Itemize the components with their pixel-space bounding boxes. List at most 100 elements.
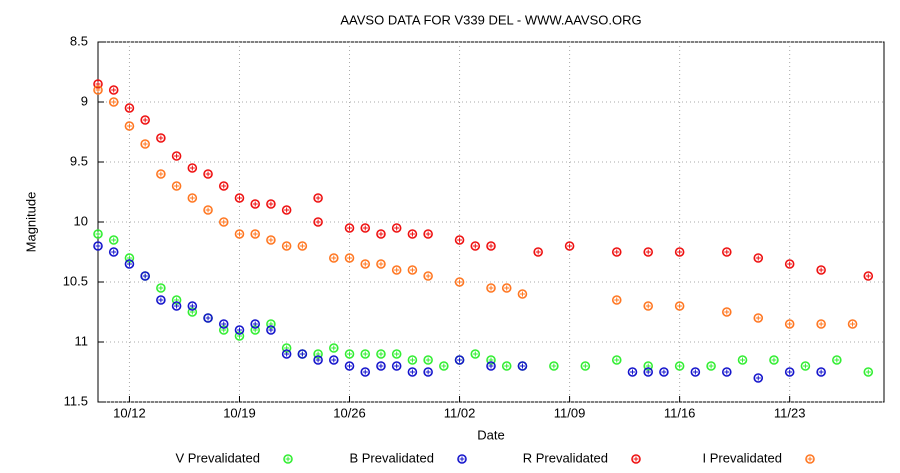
data-point <box>407 367 418 377</box>
data-point <box>297 241 308 251</box>
marker-ring <box>407 367 418 377</box>
marker-cross <box>457 279 463 285</box>
marker-ring <box>266 235 276 245</box>
marker-ring <box>470 241 481 251</box>
marker-ring <box>721 367 732 377</box>
marker-cross <box>724 309 730 315</box>
data-point <box>423 229 433 239</box>
y-tick-label: 9 <box>81 93 88 108</box>
marker-ring <box>501 361 512 371</box>
data-point <box>187 301 198 311</box>
marker-ring <box>423 229 433 239</box>
data-point <box>203 169 213 179</box>
marker-cross <box>315 219 321 225</box>
marker-ring <box>171 301 182 311</box>
marker-ring <box>439 361 449 371</box>
marker-ring <box>187 163 198 173</box>
marker-cross <box>708 363 714 369</box>
marker-ring <box>423 271 433 281</box>
marker-cross <box>126 123 132 129</box>
data-point <box>140 271 150 281</box>
marker-ring <box>706 361 716 371</box>
marker-cross <box>252 321 258 327</box>
marker-cross <box>236 327 242 333</box>
marker-ring <box>800 361 811 371</box>
marker-ring <box>171 181 182 191</box>
marker-cross <box>315 195 321 201</box>
marker-ring <box>486 283 496 293</box>
marker-ring <box>250 319 260 329</box>
marker-cross <box>425 357 431 363</box>
marker-cross <box>378 351 384 357</box>
marker-ring <box>376 229 386 239</box>
marker-cross <box>189 165 195 171</box>
marker-ring <box>454 355 465 365</box>
marker-cross <box>142 273 148 279</box>
marker-ring <box>454 235 465 245</box>
data-point <box>156 283 166 293</box>
marker-cross <box>457 237 463 243</box>
marker-ring <box>203 313 213 323</box>
marker-cross <box>818 321 824 327</box>
marker-cross <box>409 369 415 375</box>
data-point <box>344 223 355 233</box>
marker-cross <box>441 363 447 369</box>
x-tick-label: 11/23 <box>774 405 806 420</box>
y-tick-label: 10.5 <box>63 273 88 288</box>
marker-cross <box>865 273 871 279</box>
marker-ring <box>611 247 622 257</box>
data-point <box>376 229 386 239</box>
marker-ring <box>360 223 371 233</box>
data-point <box>124 259 135 269</box>
marker-ring <box>156 295 166 305</box>
marker-cross <box>677 303 683 309</box>
data-point <box>549 361 559 371</box>
marker-cross <box>111 249 117 255</box>
marker-cross <box>755 255 761 261</box>
data-point <box>517 361 528 371</box>
marker-ring <box>234 325 245 335</box>
marker-ring <box>564 241 575 251</box>
data-point <box>737 355 748 365</box>
data-point <box>391 361 402 371</box>
data-point <box>391 223 402 233</box>
marker-ring <box>580 361 591 371</box>
marker-cross <box>347 363 353 369</box>
data-point <box>486 361 496 371</box>
marker-cross <box>519 363 525 369</box>
data-point <box>140 115 150 125</box>
data-point <box>281 205 292 215</box>
marker-ring <box>203 205 213 215</box>
marker-ring <box>769 355 779 365</box>
data-point <box>171 301 182 311</box>
data-point <box>360 367 371 377</box>
data-point <box>753 253 764 263</box>
data-point <box>156 295 166 305</box>
data-point <box>816 367 826 377</box>
data-point <box>423 367 433 377</box>
data-point <box>706 361 716 371</box>
data-point <box>533 247 543 257</box>
marker-cross <box>865 369 871 375</box>
marker-cross <box>394 351 400 357</box>
marker-ring <box>454 277 465 287</box>
marker-ring <box>234 193 245 203</box>
legend-marker <box>283 454 293 464</box>
data-point <box>313 355 323 365</box>
marker-ring <box>533 247 543 257</box>
data-point <box>454 277 465 287</box>
data-point <box>407 229 418 239</box>
marker-ring <box>486 361 496 371</box>
marker-ring <box>832 355 842 365</box>
marker-ring <box>643 247 654 257</box>
data-point <box>863 271 874 281</box>
marker-cross <box>425 273 431 279</box>
marker-cross <box>236 231 242 237</box>
marker-cross <box>158 297 164 303</box>
data-point <box>93 85 103 95</box>
marker-ring <box>187 193 198 203</box>
data-point <box>454 355 465 365</box>
marker-cross <box>535 249 541 255</box>
data-point <box>674 247 685 257</box>
y-tick-label: 10 <box>74 213 88 228</box>
